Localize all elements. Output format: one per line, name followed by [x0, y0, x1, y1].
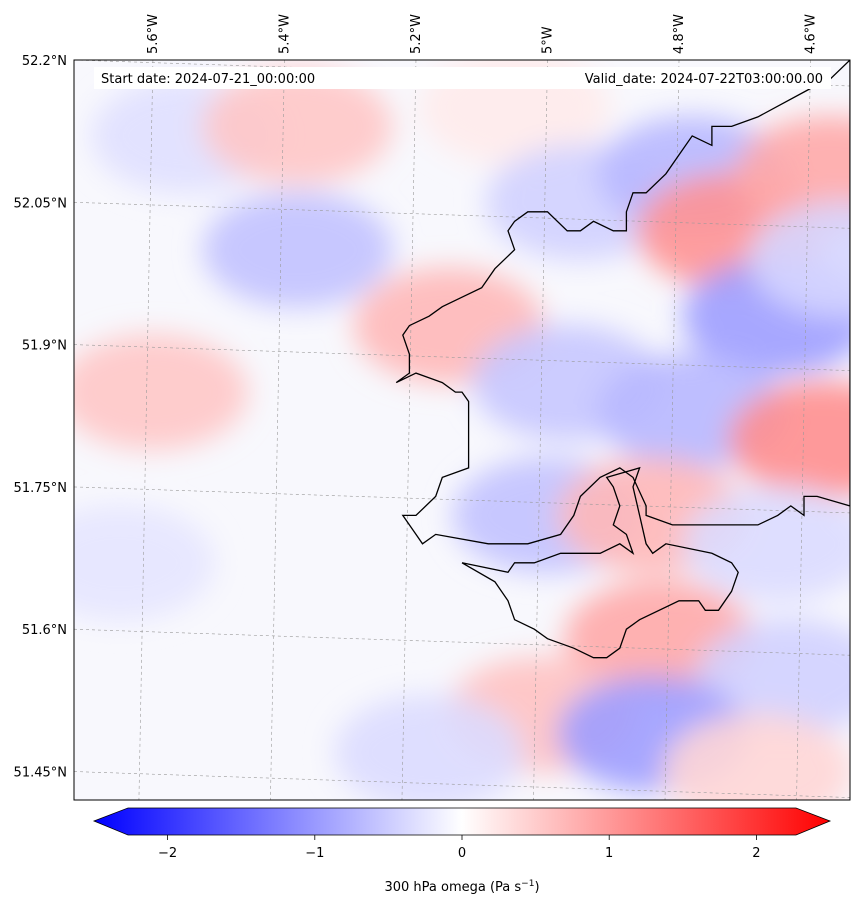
omega-cell: [662, 713, 850, 800]
colorbar-ramp: [92, 807, 832, 836]
omega-field: [74, 60, 850, 800]
longitude-tick-label: 5°W: [540, 26, 555, 54]
colorbar-title-exponent: −1: [521, 879, 534, 889]
colorbar-tick-label: 0: [458, 846, 466, 861]
colorbar-ticks: −2 −1 0 1 2: [158, 835, 761, 861]
colorbar-title-end: ): [534, 880, 539, 895]
colorbar-tick-label: 1: [605, 846, 613, 861]
longitude-tick-labels: 5.6°W 5.4°W 5.2°W 5°W 4.8°W 4.6°W: [146, 14, 819, 54]
latitude-tick-label: 52.2°N: [22, 54, 67, 69]
colorbar-title: 300 hPa omega (Pa s−1): [384, 879, 539, 895]
longitude-tick-label: 4.8°W: [672, 14, 687, 54]
omega-cell: [748, 201, 850, 318]
omega-cell: [682, 485, 850, 602]
start-date-label: Start date: 2024-07-21_00:00:00: [101, 72, 315, 87]
colorbar-tick-label: −2: [158, 846, 177, 861]
latitude-tick-label: 52.05°N: [14, 196, 67, 211]
coastline-inner: [461, 466, 739, 659]
omega-cell: [202, 191, 393, 308]
longitude-tick-label: 5.4°W: [277, 14, 292, 54]
omega-cell: [74, 334, 248, 451]
colorbar-title-main: 300 hPa omega (Pa s: [384, 880, 521, 895]
omega-cell: [728, 381, 850, 498]
valid-date-label: Valid_date: 2024-07-22T03:00:00.00: [585, 72, 823, 87]
colorbar-tick-label: 2: [752, 846, 760, 861]
latitude-tick-label: 51.6°N: [22, 623, 67, 638]
latitude-tick-label: 51.45°N: [14, 766, 67, 781]
latitude-tick-labels: 52.2°N 52.05°N 51.9°N 51.75°N 51.6°N 51.45°N: [14, 54, 67, 781]
omega-cell: [74, 504, 216, 621]
map-frame: [73, 59, 851, 801]
latitude-tick-label: 51.9°N: [22, 339, 67, 354]
omega-cell: [334, 694, 525, 800]
colorbar: −2 −1 0 1 2 300 hPa omega (Pa s−1): [92, 807, 832, 895]
longitude-tick-label: 5.2°W: [409, 14, 424, 54]
coastline: [395, 60, 850, 545]
map-area: [74, 60, 850, 800]
omega-cell: [202, 68, 393, 185]
colorbar-tick-label: −1: [305, 846, 324, 861]
longitude-tick-label: 5.6°W: [146, 14, 161, 54]
date-stamp-box: [94, 67, 831, 89]
longitude-tick-label: 4.6°W: [804, 14, 819, 54]
latitude-tick-label: 51.75°N: [14, 481, 67, 496]
